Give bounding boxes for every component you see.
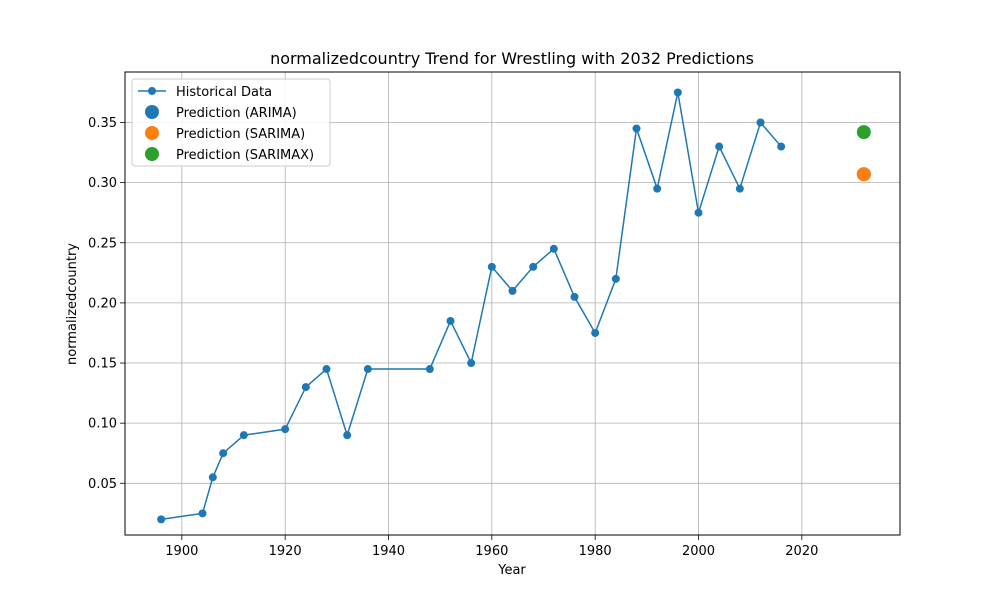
legend-marker-arima	[145, 105, 159, 119]
data-point	[467, 359, 476, 368]
data-point	[301, 383, 310, 392]
data-point	[322, 365, 331, 374]
data-point	[591, 328, 600, 337]
legend-marker-sarima	[145, 126, 159, 140]
legend-label-historical: Historical Data	[176, 85, 272, 100]
x-tick-label: 1900	[165, 544, 198, 559]
plot-frame	[124, 71, 901, 536]
series-line	[161, 92, 782, 521]
data-point	[756, 118, 765, 127]
data-point	[673, 88, 682, 97]
prediction-point	[856, 125, 871, 140]
x-tick-label: 2020	[785, 544, 818, 559]
data-point	[208, 473, 217, 482]
data-point	[777, 142, 786, 151]
y-tick-label: 0.35	[88, 116, 117, 131]
data-point	[363, 365, 372, 374]
data-point	[611, 274, 620, 283]
prediction-layer	[856, 125, 871, 182]
chart-title: normalizedcountry Trend for Wrestling wi…	[270, 49, 754, 68]
y-tick-label: 0.20	[88, 296, 117, 311]
data-point	[694, 208, 703, 217]
data-point	[632, 124, 641, 133]
data-point	[157, 515, 166, 524]
data-point	[653, 184, 662, 193]
data-point	[425, 365, 434, 374]
x-tick-label: 2000	[682, 544, 715, 559]
y-tick-label: 0.15	[88, 357, 117, 372]
x-tick-label: 1960	[475, 544, 508, 559]
x-tick-label: 1920	[269, 544, 302, 559]
x-axis-label: Year	[497, 563, 526, 578]
data-point	[487, 262, 496, 271]
data-point	[446, 316, 455, 325]
data-point	[219, 449, 228, 458]
legend: Historical Data Prediction (ARIMA) Predi…	[131, 78, 331, 167]
data-point	[570, 292, 579, 301]
data-point	[239, 431, 248, 440]
legend-box	[131, 78, 331, 167]
legend-label-sarimax: Prediction (SARIMAX)	[176, 148, 314, 163]
legend-marker-sarimax	[145, 147, 159, 161]
data-point	[343, 431, 352, 440]
legend-label-sarima: Prediction (SARIMA)	[176, 127, 305, 142]
data-point	[715, 142, 724, 151]
data-point	[549, 244, 558, 253]
series-layer	[157, 88, 786, 524]
y-axis-ticks: 0.05 0.10 0.15 0.20 0.25 0.30 0.35	[88, 116, 125, 492]
x-axis-ticks: 1900 1920 1940 1960 1980 2000 2020	[165, 535, 818, 559]
legend-label-arima: Prediction (ARIMA)	[176, 106, 297, 121]
y-tick-label: 0.25	[88, 236, 117, 251]
y-tick-label: 0.10	[88, 417, 117, 432]
legend-marker-historical	[148, 87, 156, 95]
x-tick-label: 1980	[579, 544, 612, 559]
grid-lines	[125, 72, 900, 535]
data-point	[508, 286, 517, 295]
y-axis-label: normalizedcountry	[65, 243, 80, 365]
prediction-point	[856, 167, 871, 182]
x-tick-label: 1940	[372, 544, 405, 559]
y-tick-label: 0.05	[88, 477, 117, 492]
data-point	[198, 509, 207, 518]
data-point	[735, 184, 744, 193]
data-point	[281, 425, 290, 434]
y-tick-label: 0.30	[88, 176, 117, 191]
data-point	[529, 262, 538, 271]
